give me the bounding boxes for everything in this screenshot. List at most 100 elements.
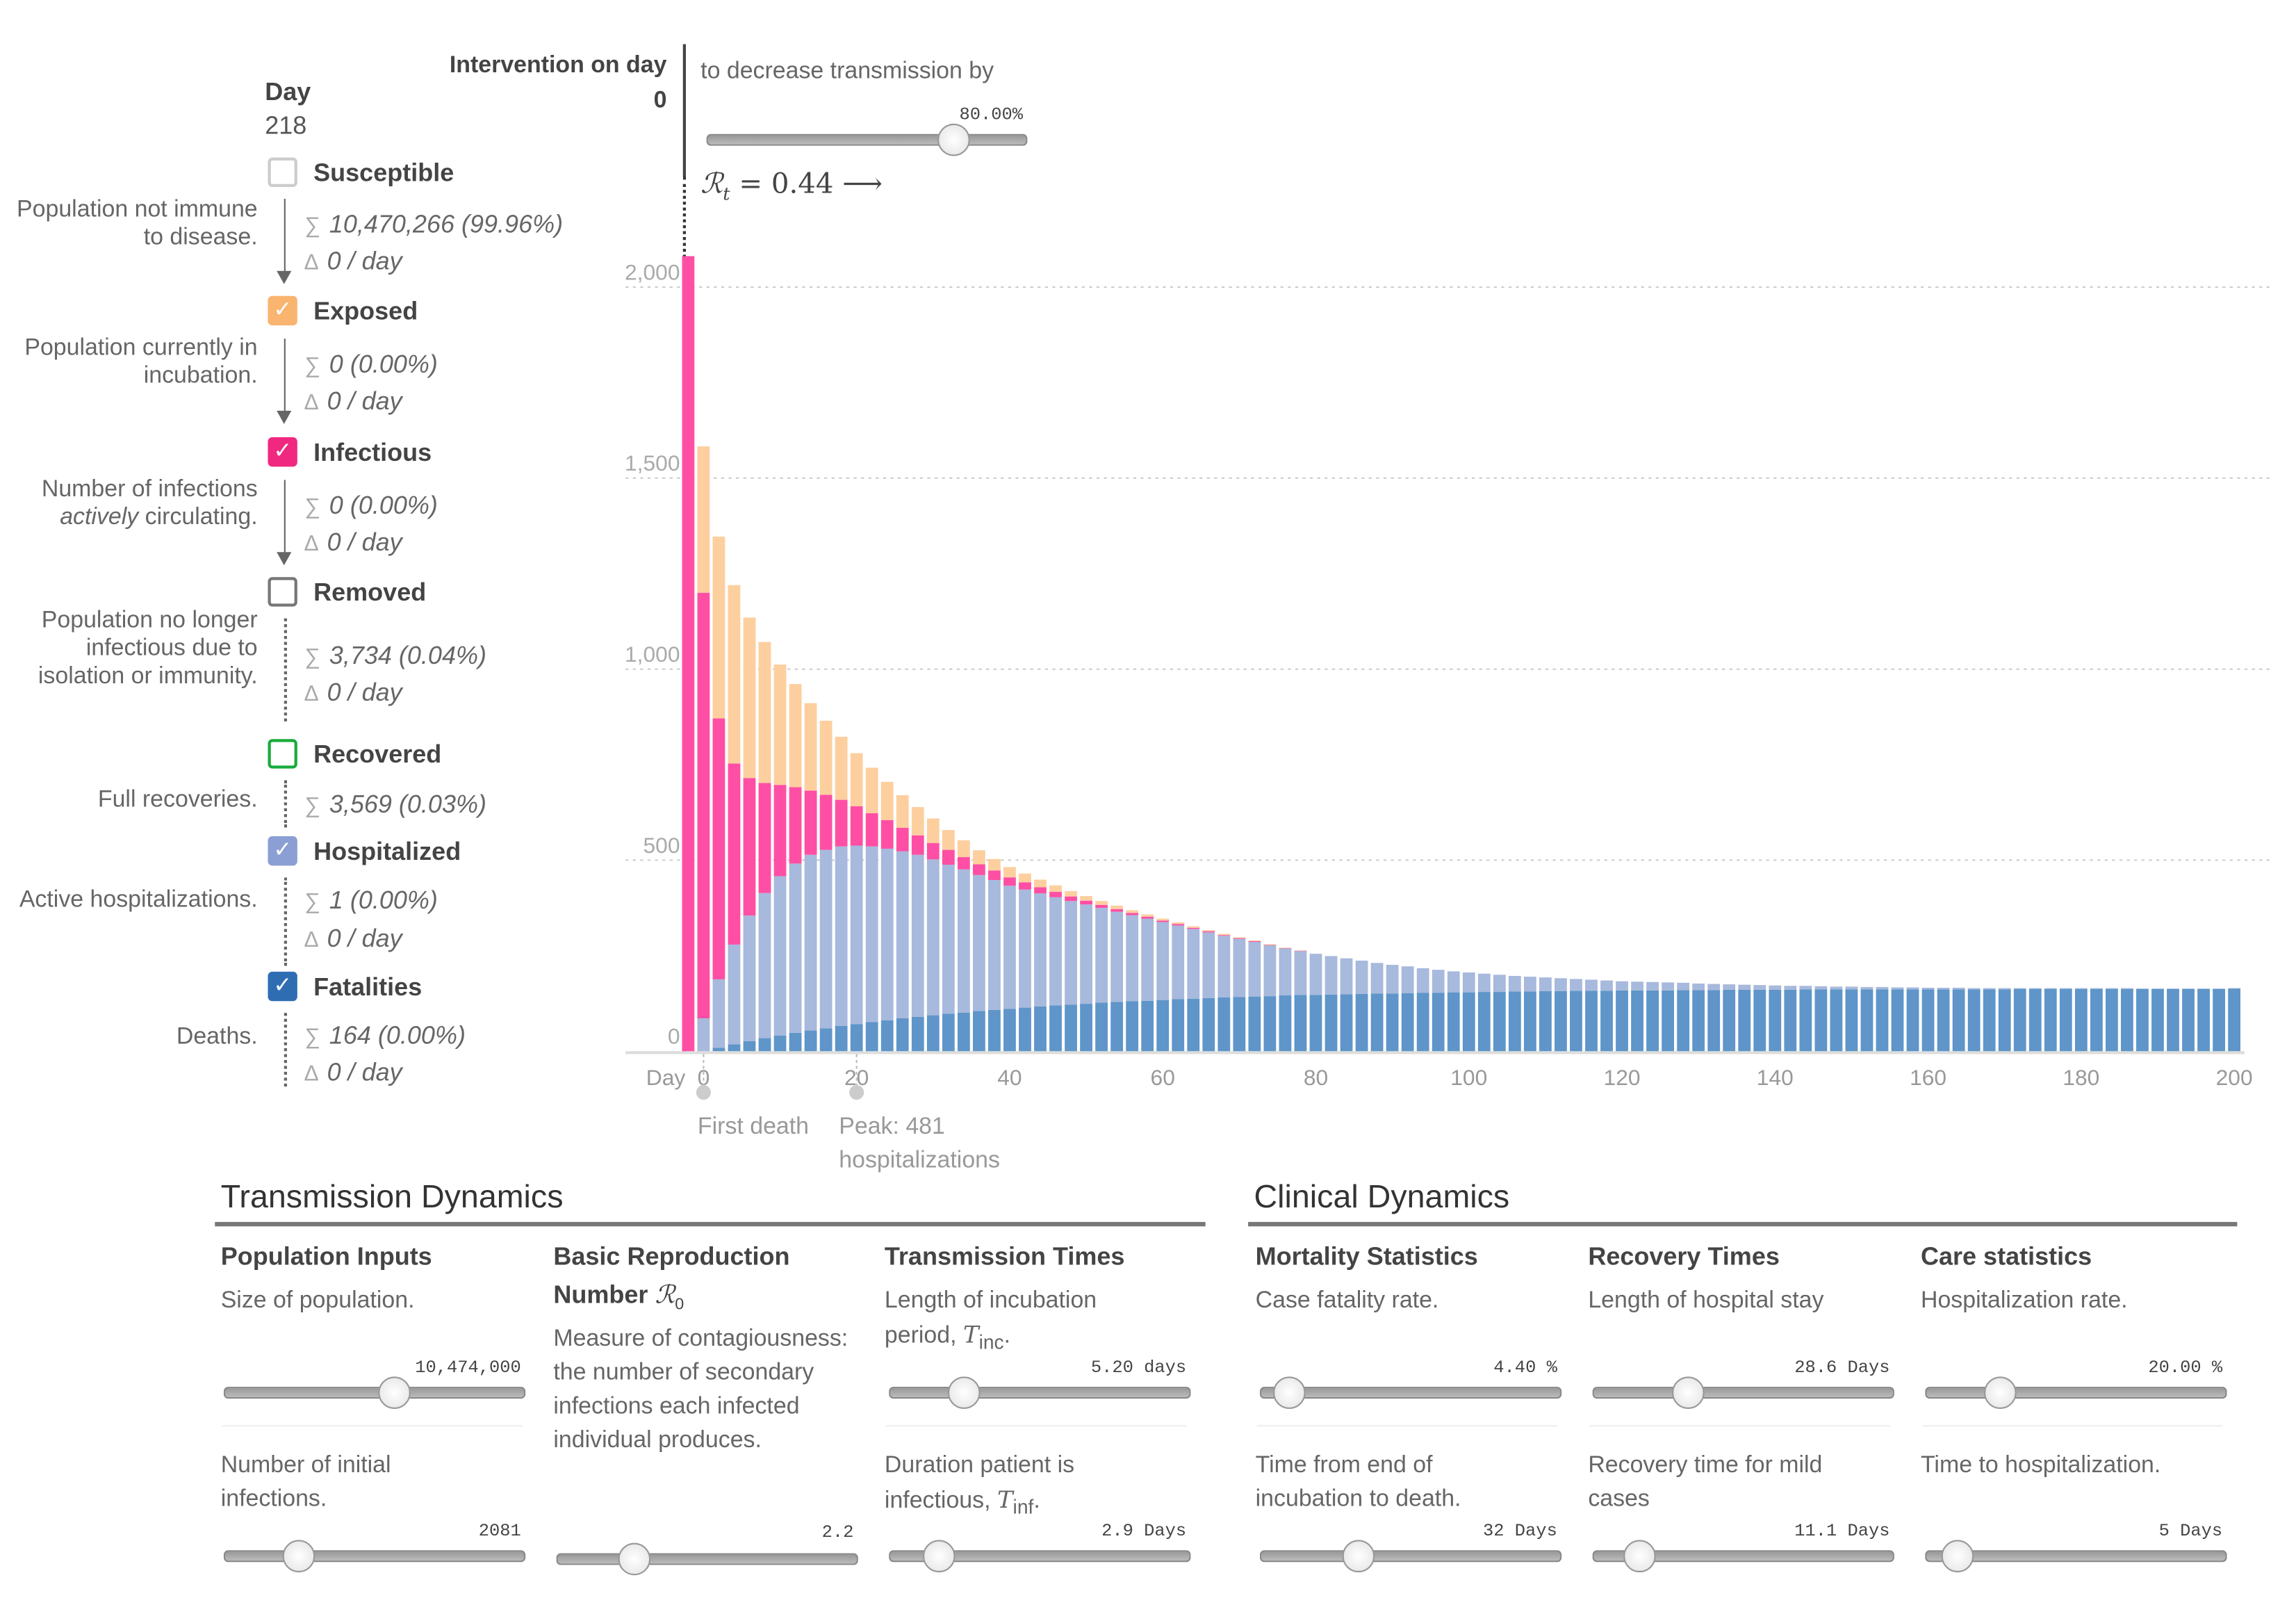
bar-hospitalized[interactable]: [865, 846, 878, 1023]
bar-hospitalized[interactable]: [2182, 988, 2195, 989]
bar-hospitalized[interactable]: [2197, 988, 2210, 989]
slider-knob[interactable]: [923, 1540, 956, 1573]
bar-hospitalized[interactable]: [1967, 988, 1981, 990]
bar-hospitalized[interactable]: [2074, 988, 2088, 989]
bar-exposed[interactable]: [926, 818, 940, 843]
bar-hospitalized[interactable]: [1508, 975, 1521, 992]
bar-hospitalized[interactable]: [1309, 954, 1322, 995]
bar-infectious[interactable]: [835, 799, 848, 847]
bar-exposed[interactable]: [850, 753, 863, 806]
hospital-stay-slider[interactable]: [1592, 1376, 1894, 1409]
bar-exposed[interactable]: [1003, 867, 1016, 878]
bar-hospitalized[interactable]: [789, 863, 802, 1033]
bar-infectious[interactable]: [697, 592, 710, 1018]
bar-hospitalized[interactable]: [1477, 973, 1491, 993]
bar-hospitalized[interactable]: [957, 869, 970, 1013]
bar-fatalities[interactable]: [1217, 997, 1231, 1052]
bar-fatalities[interactable]: [1355, 993, 1368, 1052]
bar-exposed[interactable]: [1080, 896, 1092, 901]
bar-hospitalized[interactable]: [2121, 988, 2133, 989]
bar-exposed[interactable]: [804, 703, 817, 791]
bar-fatalities[interactable]: [819, 1028, 833, 1052]
bar-hospitalized[interactable]: [1493, 975, 1506, 993]
slider-knob[interactable]: [618, 1542, 650, 1576]
bar-fatalities[interactable]: [743, 1041, 756, 1052]
bar-hospitalized[interactable]: [1202, 932, 1215, 998]
bar-fatalities[interactable]: [1707, 990, 1721, 1052]
bar-infectious[interactable]: [1019, 882, 1031, 890]
bar-fatalities[interactable]: [1309, 995, 1322, 1052]
bar-hospitalized[interactable]: [1340, 958, 1353, 995]
bar-hospitalized[interactable]: [1233, 938, 1246, 997]
bar-hospitalized[interactable]: [1585, 979, 1598, 991]
bar-exposed[interactable]: [957, 840, 970, 858]
infectious-checkbox[interactable]: ✓: [268, 437, 297, 467]
bar-fatalities[interactable]: [1156, 1000, 1170, 1052]
annotation-marker[interactable]: [696, 1084, 711, 1100]
bar-infectious[interactable]: [712, 718, 725, 979]
bar-exposed[interactable]: [712, 536, 725, 719]
population-size-slider[interactable]: [223, 1376, 526, 1409]
bar-hospitalized[interactable]: [1401, 966, 1414, 993]
bar-infectious[interactable]: [1217, 935, 1231, 936]
bar-fatalities[interactable]: [728, 1044, 741, 1052]
bar-hospitalized[interactable]: [1355, 960, 1368, 994]
bar-fatalities[interactable]: [2090, 988, 2103, 1052]
bar-infectious[interactable]: [1141, 916, 1154, 919]
r0-slider[interactable]: [556, 1542, 858, 1576]
bar-fatalities[interactable]: [2044, 988, 2057, 1052]
bar-exposed[interactable]: [1187, 926, 1200, 928]
bar-infectious[interactable]: [1172, 924, 1185, 926]
bar-hospitalized[interactable]: [1294, 951, 1307, 995]
bar-hospitalized[interactable]: [1998, 988, 2011, 990]
cfr-slider[interactable]: [1260, 1376, 1562, 1409]
bar-infectious[interactable]: [1049, 892, 1062, 897]
bar-infectious[interactable]: [1294, 950, 1307, 952]
bar-fatalities[interactable]: [926, 1015, 940, 1052]
bar-hospitalized[interactable]: [2106, 988, 2118, 989]
bar-fatalities[interactable]: [1539, 991, 1552, 1052]
bar-fatalities[interactable]: [1616, 990, 1628, 1052]
slider-knob[interactable]: [282, 1540, 315, 1573]
bar-hospitalized[interactable]: [1662, 982, 1675, 991]
bar-fatalities[interactable]: [2213, 988, 2225, 1052]
bar-infectious[interactable]: [1202, 931, 1215, 933]
bar-fatalities[interactable]: [789, 1032, 802, 1052]
bar-hospitalized[interactable]: [2136, 988, 2149, 989]
bar-hospitalized[interactable]: [2028, 988, 2042, 989]
bar-fatalities[interactable]: [712, 1048, 725, 1052]
bar-hospitalized[interactable]: [1065, 901, 1077, 1005]
bar-exposed[interactable]: [1172, 922, 1185, 924]
bar-fatalities[interactable]: [1906, 989, 1919, 1052]
bar-fatalities[interactable]: [1692, 990, 1705, 1052]
bar-hospitalized[interactable]: [1386, 965, 1399, 994]
bar-hospitalized[interactable]: [728, 944, 741, 1045]
bar-hospitalized[interactable]: [1049, 897, 1062, 1006]
bar-fatalities[interactable]: [1921, 989, 1935, 1052]
bar-exposed[interactable]: [1034, 879, 1047, 888]
bar-infectious[interactable]: [1080, 900, 1092, 905]
bar-hospitalized[interactable]: [2167, 988, 2179, 989]
bar-exposed[interactable]: [1202, 930, 1215, 931]
bar-exposed[interactable]: [1110, 905, 1124, 909]
infectious-duration-slider[interactable]: [889, 1540, 1191, 1573]
bar-fatalities[interactable]: [2151, 988, 2164, 1052]
bar-hospitalized[interactable]: [942, 865, 955, 1014]
bar-fatalities[interactable]: [1432, 993, 1445, 1052]
bar-fatalities[interactable]: [1769, 989, 1782, 1052]
bar-hospitalized[interactable]: [1952, 988, 1965, 990]
bar-hospitalized[interactable]: [2151, 988, 2164, 989]
bar-exposed[interactable]: [1294, 950, 1307, 951]
bar-fatalities[interactable]: [2106, 988, 2118, 1052]
slider-knob[interactable]: [1983, 1376, 2017, 1409]
hospitalized-checkbox[interactable]: ✓: [268, 836, 297, 866]
bar-hospitalized[interactable]: [1187, 929, 1200, 999]
bar-fatalities[interactable]: [1477, 992, 1491, 1052]
bar-fatalities[interactable]: [1508, 991, 1521, 1052]
bar-hospitalized[interactable]: [1769, 985, 1782, 990]
bar-fatalities[interactable]: [1493, 992, 1506, 1052]
bar-fatalities[interactable]: [850, 1024, 863, 1052]
bar-hospitalized[interactable]: [1217, 936, 1231, 997]
bar-exposed[interactable]: [789, 684, 802, 788]
bar-exposed[interactable]: [1049, 885, 1062, 893]
